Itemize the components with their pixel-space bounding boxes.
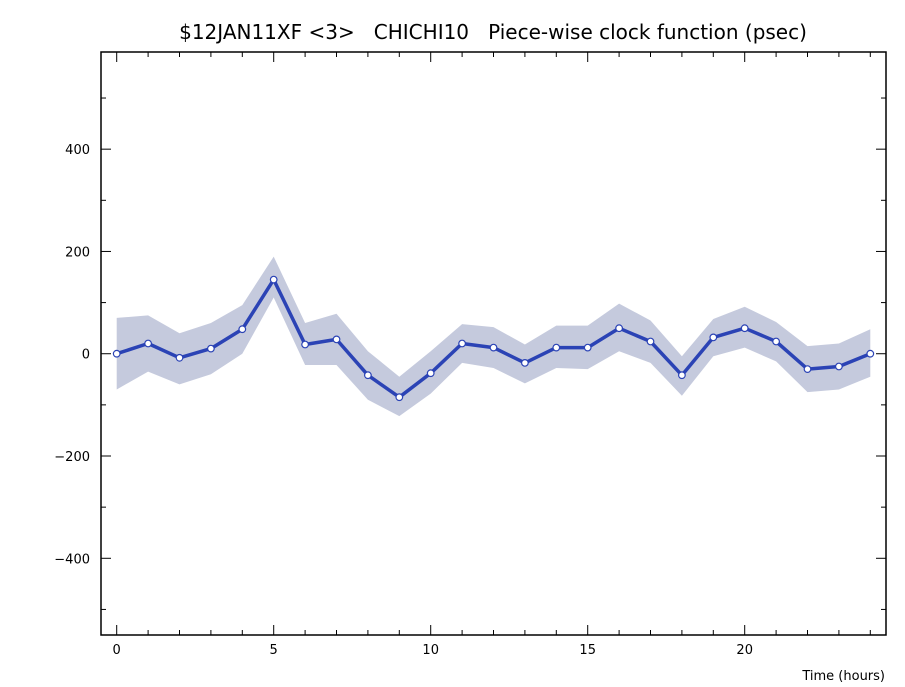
data-point — [521, 359, 529, 367]
x-tick-label: 0 — [113, 643, 121, 658]
data-point — [301, 340, 310, 349]
data-point — [772, 337, 780, 346]
data-point — [426, 369, 435, 378]
y-tick-label: 400 — [65, 143, 90, 158]
data-point — [646, 337, 655, 346]
chart-title: $12JAN11XF <3> CHICHI10 Piece-wise clock… — [179, 20, 807, 44]
data-point — [615, 324, 623, 333]
y-tick-label: 200 — [65, 245, 90, 260]
x-tick-label: 10 — [422, 643, 439, 658]
x-tick-label: 5 — [270, 643, 278, 658]
x-tick-label: 15 — [579, 643, 596, 658]
data-point — [269, 275, 278, 284]
data-point — [803, 365, 812, 374]
data-point — [552, 343, 561, 352]
data-point — [332, 335, 341, 344]
data-point — [458, 339, 467, 348]
data-point — [835, 362, 843, 371]
data-point — [144, 339, 153, 348]
data-point — [583, 343, 592, 352]
data-point — [206, 344, 215, 353]
y-tick-label: −200 — [54, 450, 90, 465]
x-axis-label: Time (hours) — [801, 669, 885, 684]
data-point — [112, 349, 121, 358]
data-point — [709, 333, 718, 342]
data-point — [175, 353, 184, 362]
y-tick-label: 0 — [82, 348, 90, 363]
data-point — [866, 349, 875, 358]
data-point — [395, 393, 404, 402]
data-point — [238, 325, 247, 334]
data-point — [489, 343, 498, 352]
x-tick-label: 20 — [736, 643, 753, 658]
data-point — [678, 371, 686, 380]
data-point — [740, 324, 749, 333]
data-point — [364, 371, 372, 380]
y-tick-label: −400 — [54, 552, 90, 567]
